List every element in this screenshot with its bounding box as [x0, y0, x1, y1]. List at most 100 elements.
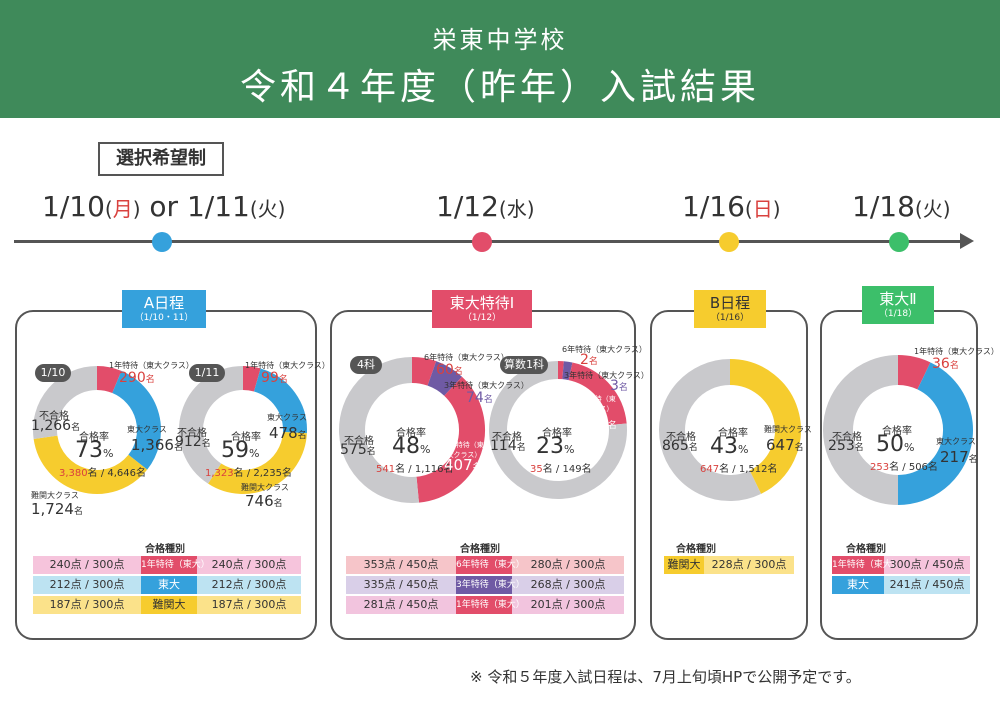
a2-right-label: 東大クラス [267, 413, 307, 422]
a-table-row: 240点 / 300点 1年特待（東大） 240点 / 300点 [33, 556, 301, 574]
b1-pass-total: 541名 / 1,116名 [376, 464, 454, 475]
d-rate-label: 合格率 [882, 426, 912, 437]
segment-todai [897, 362, 973, 505]
a2-fail-label: 不合格 [177, 428, 207, 439]
timeline-dot-a [152, 232, 172, 252]
a1-right-num: 1,366名 [131, 436, 183, 454]
panel-a-donuts [33, 366, 307, 494]
panel-b-donuts [339, 357, 627, 503]
ribbon-a: A日程 （1/10・11） [122, 290, 206, 328]
a2-top-num: 99名 [261, 370, 288, 386]
segment-fail [489, 361, 627, 499]
d-rate: 50% [876, 432, 915, 457]
b2-rate-label: 合格率 [542, 428, 572, 439]
segment-1nen-tokutai [242, 366, 261, 392]
segment-todai [111, 370, 161, 470]
d-top-num: 36名 [932, 356, 959, 372]
panel-a: 1/10 1年特待（東大クラス） 290名 不合格 1,266名 合格率 73%… [15, 310, 330, 640]
a1-rate-label: 合格率 [79, 432, 109, 443]
b1-rate-label: 合格率 [396, 428, 426, 439]
timeline-dot-b [472, 232, 492, 252]
segment-nankandai [729, 359, 801, 494]
tag-4-subject: 4科 [350, 356, 382, 374]
segment-1nen-tokutai [96, 366, 122, 394]
donut-c [659, 359, 801, 501]
c-table-title: 合格種別 [676, 544, 716, 555]
c-right-label: 難関大クラス [764, 425, 812, 434]
d-top-label: 1年特待（東大クラス） [914, 347, 999, 356]
a1-bottom-label: 難関大クラス [31, 491, 79, 500]
c-rate-label: 合格率 [718, 428, 748, 439]
a1-bottom-num: 1,724名 [31, 500, 83, 518]
selection-label: 選択希望制 [98, 142, 224, 176]
a1-pass-total: 3,380名 / 4,646名 [59, 468, 147, 479]
tag-math: 算数1科 [500, 356, 548, 374]
b2-top-label: 6年特待（東大クラス） [562, 345, 647, 354]
a-table-row: 212点 / 300点 東大 212点 / 300点 [33, 576, 301, 594]
b-table-row: 281点 / 450点 1年特待（東大） 201点 / 300点 [346, 596, 624, 614]
panel-d: 1年特待（東大クラス） 36名 不合格 253名 合格率 50% 253名 / … [820, 310, 999, 640]
segment-nankandai [208, 431, 307, 494]
d-table-row: 東大 241点 / 450点 [832, 576, 970, 594]
a1-right-label: 東大クラス [127, 425, 167, 434]
school-name: 栄東中学校 [432, 26, 568, 54]
segment-fail [33, 366, 98, 440]
c-rate: 43% [710, 434, 749, 459]
date-a: 1/10(月) or 1/11(火) [42, 190, 286, 223]
b2-fail-num: 114名 [490, 438, 526, 454]
b2-mid-num: 3名 [610, 378, 628, 394]
header-banner: 栄東中学校 令和４年度（昨年）入試結果 [0, 0, 1000, 118]
b2-right-num: 30名 [590, 416, 617, 432]
date-c: 1/16(日) [682, 190, 781, 223]
tag-1-10: 1/10 [35, 364, 71, 382]
panel-c-donut [659, 359, 801, 501]
ribbon-b: 東大特待Ⅰ （1/12） [432, 290, 532, 328]
date-b: 1/12(水) [436, 190, 535, 223]
d-right-label: 東大クラス [936, 437, 976, 446]
d-fail-num: 253名 [828, 438, 864, 454]
panel-b: 4科 6年特待（東大クラス） 60名 3年特待（東大クラス） 74名 不合格 5… [330, 310, 649, 640]
donut-b-math [489, 361, 627, 499]
b1-fail-label: 不合格 [344, 436, 374, 447]
a-table-row: 187点 / 300点 難関大 187点 / 300点 [33, 596, 301, 614]
b1-right-label: 1年特待（東大クラス） [444, 441, 484, 459]
b1-mid-num: 74名 [466, 390, 493, 406]
d-right-num: 217名 [940, 448, 978, 466]
segment-6nen-tokutai [411, 357, 437, 386]
d-table-title: 合格種別 [846, 544, 886, 555]
ribbon-d: 東大Ⅱ （1/18） [862, 286, 934, 324]
b2-right-label: 1年特待（東大クラス） [576, 395, 616, 413]
c-pass-total: 647名 / 1,512名 [700, 464, 778, 475]
segment-fail [659, 359, 762, 501]
b-table-title: 合格種別 [460, 544, 500, 555]
segment-1nen-tokutai [415, 376, 485, 503]
a1-fail-num: 1,266名 [31, 418, 81, 434]
d-fail-label: 不合格 [832, 432, 862, 443]
timeline-arrow-icon [960, 233, 974, 249]
a-table-title: 合格種別 [145, 544, 185, 555]
c-right-num: 647名 [766, 436, 804, 454]
a1-top-label: 1年特待（東大クラス） [109, 361, 194, 370]
b1-right-num: 407名 [444, 456, 482, 474]
tag-1-11: 1/11 [189, 364, 225, 382]
ribbon-c: B日程 （1/16） [694, 290, 766, 328]
a2-top-label: 1年特待（東大クラス） [245, 361, 330, 370]
a1-rate: 73% [75, 438, 114, 463]
segment-fail [179, 366, 244, 484]
segment-3nen-tokutai [562, 361, 573, 381]
d-pass-total: 253名 / 506名 [870, 462, 938, 473]
panel-c: 不合格 865名 合格率 43% 647名 / 1,512名 難関大クラス 64… [650, 310, 812, 640]
segment-1nen-tokutai [897, 355, 931, 390]
donut-a-1-11 [179, 366, 307, 494]
timeline-dot-d [889, 232, 909, 252]
segment-nankandai [33, 435, 148, 494]
segment-fail [823, 355, 899, 505]
b2-mid-label: 3年特待（東大クラス） [564, 371, 649, 380]
c-fail-label: 不合格 [666, 432, 696, 443]
b1-rate: 48% [392, 434, 431, 459]
donut-d [823, 355, 973, 505]
a2-bottom-label: 難関大クラス [241, 483, 289, 492]
panel-d-donut [823, 355, 973, 505]
b-table-row: 335点 / 450点 3年特待（東大） 268点 / 300点 [346, 576, 624, 594]
b1-top-label: 6年特待（東大クラス） [424, 353, 509, 362]
